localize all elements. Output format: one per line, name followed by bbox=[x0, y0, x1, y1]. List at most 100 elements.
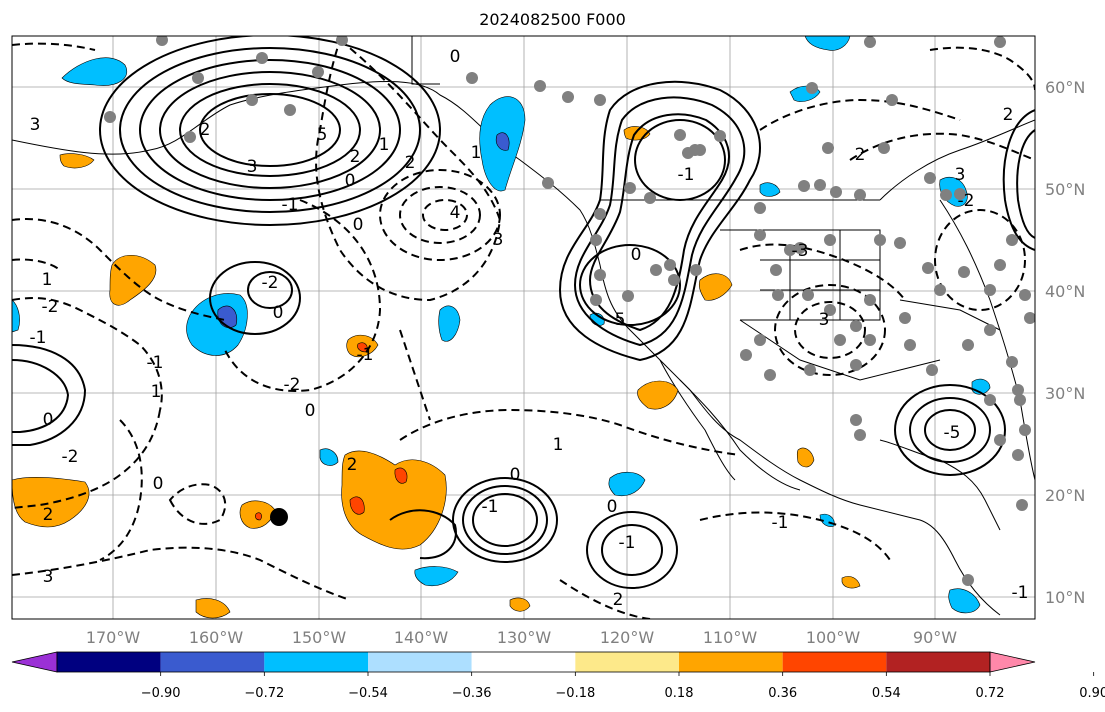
latitude-labels: 60°N 50°N 40°N 30°N 20°N 10°N bbox=[1045, 78, 1085, 607]
station-dot bbox=[192, 72, 204, 84]
station-dot bbox=[814, 179, 826, 191]
station-dot bbox=[824, 234, 836, 246]
contour-label: 2 bbox=[613, 590, 624, 610]
station-dot bbox=[764, 369, 776, 381]
station-dot bbox=[156, 36, 168, 46]
contour-label: 1 bbox=[151, 382, 162, 402]
station-dot bbox=[804, 364, 816, 376]
latitude-label: 10°N bbox=[1045, 588, 1085, 607]
station-dot bbox=[590, 234, 602, 246]
longitude-label: 160°W bbox=[189, 628, 244, 647]
colorbar-tick-label: −0.36 bbox=[452, 686, 492, 701]
longitude-label: 150°W bbox=[292, 628, 347, 647]
station-dot bbox=[622, 290, 634, 302]
station-dot bbox=[184, 131, 196, 143]
station-dot bbox=[904, 339, 916, 351]
longitude-label: 130°W bbox=[497, 628, 552, 647]
station-dot bbox=[899, 312, 911, 324]
contour-label: 0 bbox=[273, 303, 284, 323]
longitude-label: 140°W bbox=[394, 628, 449, 647]
contour-label: -1 bbox=[678, 165, 695, 185]
station-dot bbox=[954, 188, 966, 200]
contour-label: 3 bbox=[819, 310, 830, 330]
station-dot bbox=[864, 294, 876, 306]
latitude-label: 20°N bbox=[1045, 486, 1085, 505]
station-dot bbox=[854, 429, 866, 441]
station-dot bbox=[104, 111, 116, 123]
station-dot bbox=[542, 177, 554, 189]
station-dot bbox=[714, 130, 726, 142]
contour-label: 0 bbox=[450, 47, 461, 67]
longitude-label: 100°W bbox=[806, 628, 861, 647]
station-dot bbox=[830, 186, 842, 198]
contour-label: 2 bbox=[350, 147, 361, 167]
longitude-labels: 170°W 160°W 150°W 140°W 130°W 120°W 110°W 100°W… bbox=[86, 628, 957, 647]
colorbar-tick-label: −0.18 bbox=[555, 686, 595, 701]
contour-label: -2 bbox=[62, 447, 79, 467]
station-dot bbox=[644, 192, 656, 204]
station-dot bbox=[984, 394, 996, 406]
longitude-label: 110°W bbox=[703, 628, 758, 647]
contour-label: 0 bbox=[631, 245, 642, 265]
colorbar-tick-label: 0.90 bbox=[1079, 686, 1105, 701]
contour-label: 5 bbox=[317, 125, 328, 145]
contour-label: 0 bbox=[345, 171, 356, 191]
station-dot bbox=[834, 334, 846, 346]
station-dot bbox=[798, 180, 810, 192]
station-dot bbox=[824, 304, 836, 316]
station-dot bbox=[886, 94, 898, 106]
contour-label: -1 bbox=[282, 195, 299, 215]
map-frame bbox=[11, 35, 1036, 620]
station-dot bbox=[690, 264, 702, 276]
colorbar-tick-label: 0.72 bbox=[976, 686, 1005, 701]
contour-label: 5 bbox=[615, 310, 626, 330]
colorbar-tick-label: 0.18 bbox=[665, 686, 694, 701]
station-dot bbox=[668, 274, 680, 286]
station-dot bbox=[940, 189, 952, 201]
station-dot bbox=[650, 264, 662, 276]
station-dot bbox=[994, 36, 1006, 48]
contour-label: 1 bbox=[553, 435, 564, 455]
station-dot bbox=[934, 284, 946, 296]
contour-label: 2 bbox=[855, 145, 866, 165]
station-dot bbox=[674, 129, 686, 141]
colorbar-tick-label: 0.54 bbox=[872, 686, 901, 701]
station-dot bbox=[994, 434, 1006, 446]
positive-contours bbox=[12, 36, 1035, 589]
station-dot bbox=[922, 262, 934, 274]
station-dot bbox=[850, 320, 862, 332]
longitude-label: 170°W bbox=[86, 628, 141, 647]
station-dot bbox=[822, 142, 834, 154]
station-dot bbox=[754, 334, 766, 346]
station-dot bbox=[1006, 234, 1018, 246]
contour-label: 1 bbox=[42, 270, 53, 290]
station-dot bbox=[864, 334, 876, 346]
station-dot bbox=[1019, 289, 1031, 301]
station-dot bbox=[740, 349, 752, 361]
station-dot bbox=[594, 94, 606, 106]
contour-label: 2 bbox=[347, 455, 358, 475]
contour-label: 0 bbox=[510, 465, 521, 485]
contour-label: 3 bbox=[247, 157, 258, 177]
station-dot bbox=[1012, 449, 1024, 461]
station-dot bbox=[754, 229, 766, 241]
contour-label: -3 bbox=[792, 241, 809, 261]
station-dot bbox=[594, 208, 606, 220]
colorbar-segment bbox=[575, 652, 679, 672]
contour-label: 1 bbox=[471, 143, 482, 163]
station-dot bbox=[534, 80, 546, 92]
station-dot bbox=[958, 266, 970, 278]
contour-label: 2 bbox=[200, 120, 211, 140]
station-dot bbox=[926, 364, 938, 376]
anomaly-patches bbox=[12, 36, 991, 619]
colorbar-segment bbox=[886, 652, 990, 672]
station-dot bbox=[784, 244, 796, 256]
colorbar-tick-label: −0.72 bbox=[244, 686, 284, 701]
contour-label: 3 bbox=[30, 115, 41, 135]
colorbar-lower-extension bbox=[11, 651, 58, 673]
contour-label: -1 bbox=[30, 328, 47, 348]
contour-label: -2 bbox=[284, 375, 301, 395]
station-dot bbox=[962, 574, 974, 586]
